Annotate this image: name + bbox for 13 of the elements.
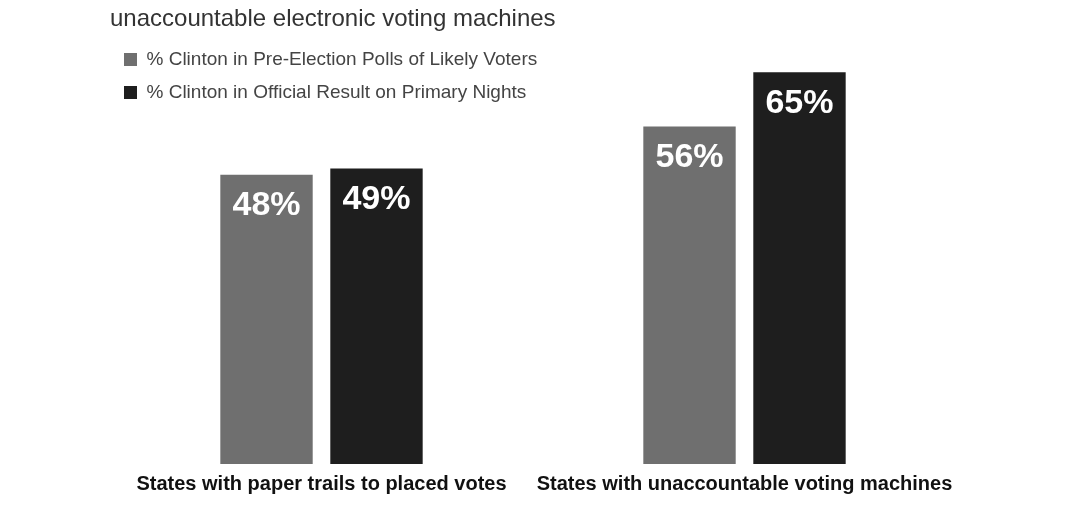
chart-title: unaccountable electronic voting machines	[109, 3, 557, 33]
data-label: 49%	[342, 177, 411, 216]
legend-label: % Clinton in Pre-Election Polls of Likely Voters	[146, 47, 538, 69]
bar	[330, 168, 423, 464]
x-tick-label: States with paper trails to placed votes	[136, 471, 507, 494]
data-label: 56%	[655, 135, 724, 174]
bar	[643, 126, 736, 464]
data-label: 65%	[765, 81, 834, 120]
bar	[753, 72, 846, 464]
data-label: 48%	[232, 184, 301, 222]
legend-label: % Clinton in Official Result on Primary Nights	[146, 80, 527, 102]
bar	[220, 174, 313, 464]
x-tick-label: States with unaccountable voting machines	[536, 471, 953, 494]
